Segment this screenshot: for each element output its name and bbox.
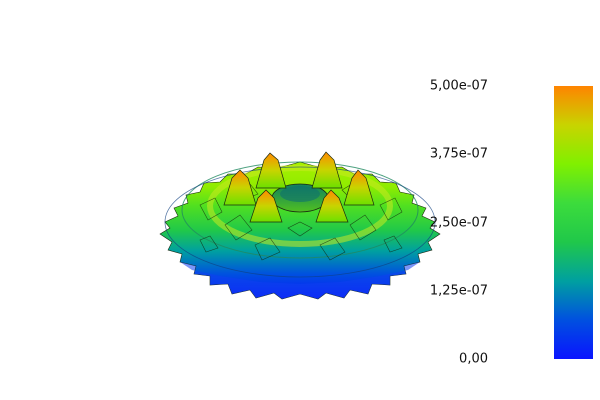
surface-peak: [223, 169, 257, 206]
colorbar-gradient: [554, 86, 593, 359]
surface-mesh: [159, 151, 441, 300]
surface-ridge-ring: [207, 165, 393, 247]
surface-body: [159, 161, 441, 300]
surface-contour-line: [164, 166, 436, 278]
surface-peaks: [223, 151, 375, 223]
surface-peak: [343, 169, 375, 206]
surface-peak: [311, 151, 343, 189]
surface-lower-band: [180, 262, 420, 299]
colorbar-tick-label: 5,00e-07: [429, 78, 488, 94]
surface-peak: [315, 189, 349, 223]
surface-peak: [249, 189, 283, 223]
surface-inner-hole: [280, 186, 320, 202]
colorbar-tick-label: 1,25e-07: [429, 283, 488, 299]
surface-contour-line: [181, 161, 419, 259]
colorbar-tick-label: 2,50e-07: [429, 215, 488, 230]
colorbar-tick-label: 0,00: [459, 351, 488, 367]
colorbar: [554, 86, 593, 359]
surface-peak: [255, 152, 287, 189]
colorbar-tick-label: 3,75e-07: [429, 146, 488, 162]
